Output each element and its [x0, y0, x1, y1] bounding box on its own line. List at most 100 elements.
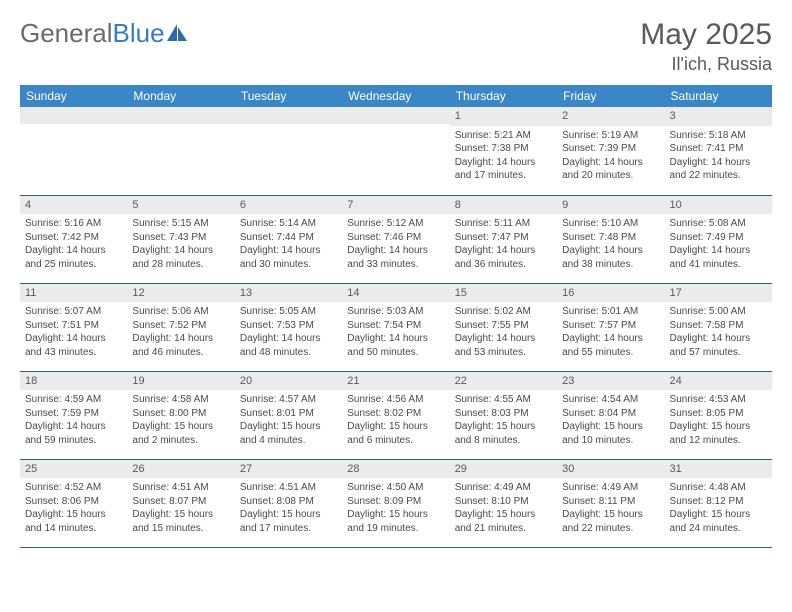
daylight-text: Daylight: 14 hours and 48 minutes. [240, 332, 337, 359]
sunset-text: Sunset: 7:53 PM [240, 319, 337, 333]
calendar-cell: 29Sunrise: 4:49 AMSunset: 8:10 PMDayligh… [450, 459, 557, 547]
sunset-text: Sunset: 7:51 PM [25, 319, 122, 333]
sunrise-text: Sunrise: 4:57 AM [240, 393, 337, 407]
daylight-text: Daylight: 14 hours and 28 minutes. [132, 244, 229, 271]
sail-icon [165, 18, 189, 49]
cell-body: Sunrise: 5:15 AMSunset: 7:43 PMDaylight:… [127, 214, 234, 275]
calendar-cell: 24Sunrise: 4:53 AMSunset: 8:05 PMDayligh… [665, 371, 772, 459]
daylight-text: Daylight: 14 hours and 53 minutes. [455, 332, 552, 359]
weekday-header: Sunday [20, 85, 127, 107]
day-number: 22 [450, 372, 557, 391]
brand-logo: GeneralBlue [20, 18, 189, 49]
cell-body: Sunrise: 5:18 AMSunset: 7:41 PMDaylight:… [665, 126, 772, 187]
day-number: 29 [450, 460, 557, 479]
sunrise-text: Sunrise: 5:15 AM [132, 217, 229, 231]
calendar-cell: 23Sunrise: 4:54 AMSunset: 8:04 PMDayligh… [557, 371, 664, 459]
calendar-cell: 3Sunrise: 5:18 AMSunset: 7:41 PMDaylight… [665, 107, 772, 195]
day-number: 8 [450, 196, 557, 215]
weekday-row: Sunday Monday Tuesday Wednesday Thursday… [20, 85, 772, 107]
sunset-text: Sunset: 7:58 PM [670, 319, 767, 333]
calendar-cell: 7Sunrise: 5:12 AMSunset: 7:46 PMDaylight… [342, 195, 449, 283]
sunrise-text: Sunrise: 5:21 AM [455, 129, 552, 143]
day-number [127, 107, 234, 124]
calendar-cell: 19Sunrise: 4:58 AMSunset: 8:00 PMDayligh… [127, 371, 234, 459]
calendar-cell: 20Sunrise: 4:57 AMSunset: 8:01 PMDayligh… [235, 371, 342, 459]
sunrise-text: Sunrise: 5:02 AM [455, 305, 552, 319]
day-number [20, 107, 127, 124]
sunrise-text: Sunrise: 5:11 AM [455, 217, 552, 231]
day-number: 10 [665, 196, 772, 215]
daylight-text: Daylight: 15 hours and 8 minutes. [455, 420, 552, 447]
sunrise-text: Sunrise: 5:14 AM [240, 217, 337, 231]
sunset-text: Sunset: 7:39 PM [562, 142, 659, 156]
calendar-cell: 21Sunrise: 4:56 AMSunset: 8:02 PMDayligh… [342, 371, 449, 459]
cell-body: Sunrise: 4:49 AMSunset: 8:11 PMDaylight:… [557, 478, 664, 539]
day-number: 6 [235, 196, 342, 215]
sunrise-text: Sunrise: 4:51 AM [240, 481, 337, 495]
sunrise-text: Sunrise: 5:03 AM [347, 305, 444, 319]
sunrise-text: Sunrise: 5:00 AM [670, 305, 767, 319]
day-number: 13 [235, 284, 342, 303]
calendar-cell: 1Sunrise: 5:21 AMSunset: 7:38 PMDaylight… [450, 107, 557, 195]
sunset-text: Sunset: 8:03 PM [455, 407, 552, 421]
calendar-table: Sunday Monday Tuesday Wednesday Thursday… [20, 85, 772, 548]
sunset-text: Sunset: 8:11 PM [562, 495, 659, 509]
cell-body: Sunrise: 5:19 AMSunset: 7:39 PMDaylight:… [557, 126, 664, 187]
daylight-text: Daylight: 15 hours and 17 minutes. [240, 508, 337, 535]
sunset-text: Sunset: 7:59 PM [25, 407, 122, 421]
calendar-week-row: 1Sunrise: 5:21 AMSunset: 7:38 PMDaylight… [20, 107, 772, 195]
calendar-cell: 5Sunrise: 5:15 AMSunset: 7:43 PMDaylight… [127, 195, 234, 283]
sunrise-text: Sunrise: 4:53 AM [670, 393, 767, 407]
day-number: 21 [342, 372, 449, 391]
cell-body: Sunrise: 4:59 AMSunset: 7:59 PMDaylight:… [20, 390, 127, 451]
calendar-week-row: 25Sunrise: 4:52 AMSunset: 8:06 PMDayligh… [20, 459, 772, 547]
day-number: 26 [127, 460, 234, 479]
sunset-text: Sunset: 8:09 PM [347, 495, 444, 509]
day-number: 27 [235, 460, 342, 479]
sunset-text: Sunset: 7:52 PM [132, 319, 229, 333]
weekday-header: Saturday [665, 85, 772, 107]
sunrise-text: Sunrise: 4:49 AM [562, 481, 659, 495]
day-number: 19 [127, 372, 234, 391]
calendar-cell: 30Sunrise: 4:49 AMSunset: 8:11 PMDayligh… [557, 459, 664, 547]
sunrise-text: Sunrise: 4:56 AM [347, 393, 444, 407]
sunset-text: Sunset: 7:44 PM [240, 231, 337, 245]
day-number: 28 [342, 460, 449, 479]
calendar-cell [127, 107, 234, 195]
sunrise-text: Sunrise: 5:07 AM [25, 305, 122, 319]
sunrise-text: Sunrise: 4:59 AM [25, 393, 122, 407]
calendar-cell: 8Sunrise: 5:11 AMSunset: 7:47 PMDaylight… [450, 195, 557, 283]
cell-body: Sunrise: 4:52 AMSunset: 8:06 PMDaylight:… [20, 478, 127, 539]
daylight-text: Daylight: 14 hours and 30 minutes. [240, 244, 337, 271]
day-number: 30 [557, 460, 664, 479]
daylight-text: Daylight: 14 hours and 22 minutes. [670, 156, 767, 183]
cell-body: Sunrise: 4:51 AMSunset: 8:07 PMDaylight:… [127, 478, 234, 539]
day-number: 2 [557, 107, 664, 126]
sunset-text: Sunset: 7:49 PM [670, 231, 767, 245]
calendar-cell: 31Sunrise: 4:48 AMSunset: 8:12 PMDayligh… [665, 459, 772, 547]
cell-body: Sunrise: 4:50 AMSunset: 8:09 PMDaylight:… [342, 478, 449, 539]
sunset-text: Sunset: 8:08 PM [240, 495, 337, 509]
calendar-cell: 2Sunrise: 5:19 AMSunset: 7:39 PMDaylight… [557, 107, 664, 195]
sunrise-text: Sunrise: 5:01 AM [562, 305, 659, 319]
sunset-text: Sunset: 8:07 PM [132, 495, 229, 509]
calendar-cell: 6 Sunrise: 5:14 AMSunset: 7:44 PMDaylight… [235, 195, 342, 283]
day-number: 14 [342, 284, 449, 303]
sunrise-text: Sunrise: 5:06 AM [132, 305, 229, 319]
daylight-text: Daylight: 14 hours and 43 minutes. [25, 332, 122, 359]
calendar-cell: 12Sunrise: 5:06 AMSunset: 7:52 PMDayligh… [127, 283, 234, 371]
daylight-text: Daylight: 14 hours and 25 minutes. [25, 244, 122, 271]
calendar-cell: 22Sunrise: 4:55 AMSunset: 8:03 PMDayligh… [450, 371, 557, 459]
day-number: 31 [665, 460, 772, 479]
sunset-text: Sunset: 7:48 PM [562, 231, 659, 245]
cell-body: Sunrise: 4:53 AMSunset: 8:05 PMDaylight:… [665, 390, 772, 451]
cell-body: Sunrise: 5:07 AMSunset: 7:51 PMDaylight:… [20, 302, 127, 363]
cell-body: Sunrise: 5:11 AMSunset: 7:47 PMDaylight:… [450, 214, 557, 275]
brand-part2: Blue [113, 18, 165, 49]
sunset-text: Sunset: 8:02 PM [347, 407, 444, 421]
day-number: 9 [557, 196, 664, 215]
day-number: 3 [665, 107, 772, 126]
cell-body: Sunrise: 5:21 AMSunset: 7:38 PMDaylight:… [450, 126, 557, 187]
cell-body: Sunrise: 5:16 AMSunset: 7:42 PMDaylight:… [20, 214, 127, 275]
cell-body: Sunrise: 4:54 AMSunset: 8:04 PMDaylight:… [557, 390, 664, 451]
